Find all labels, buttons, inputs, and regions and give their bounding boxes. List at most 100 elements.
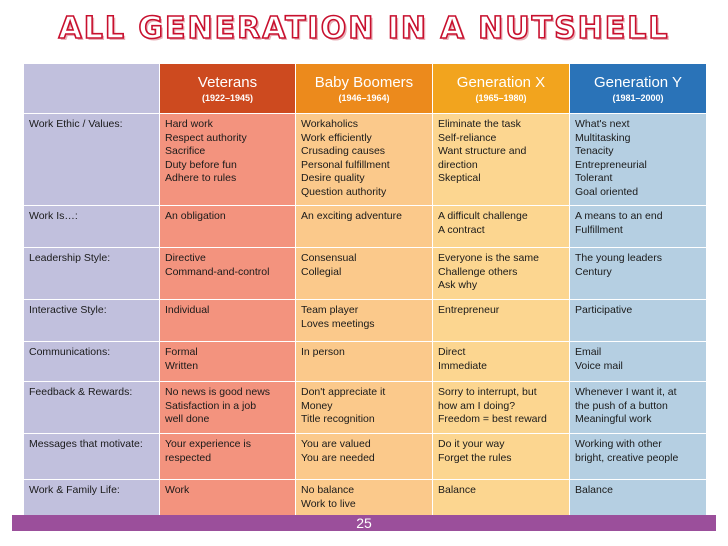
row-label: Interactive Style: — [23, 299, 160, 342]
table-cell: Directive Command-and-control — [159, 247, 296, 300]
cell-line: Work efficiently — [301, 131, 372, 144]
table-cell: A difficult challenge A contract — [432, 205, 570, 248]
table-cell: Direct Immediate — [432, 341, 570, 382]
cell-line: You are valued — [301, 438, 371, 450]
table-cell: An exciting adventure — [295, 205, 433, 248]
row-label: Communications: — [23, 341, 160, 382]
table-row: Leadership Style: Directive Command-and-… — [23, 247, 707, 300]
cell-line: Multitasking — [575, 131, 631, 144]
table-cell: Do it your way Forget the rules — [432, 433, 570, 480]
table-cell: You are valued You are needed — [295, 433, 433, 480]
table-cell: Balance — [432, 479, 570, 516]
cell-line: Challenge others — [438, 265, 518, 278]
cell-line: Sacrifice — [165, 145, 206, 157]
header-baby-boomers: Baby Boomers (1946–1964) — [295, 63, 433, 114]
table-cell: A means to an end Fulfillment — [569, 205, 707, 248]
table-cell: Workaholics Work efficiently Crusading c… — [295, 113, 433, 206]
table-cell: An obligation — [159, 205, 296, 248]
row-label: Work & Family Life: — [23, 479, 160, 516]
cell-line: Formal — [165, 346, 198, 358]
header-generation-y: Generation Y (1981–2000) — [569, 63, 707, 114]
table-cell: Work — [159, 479, 296, 516]
table-cell: No news is good news Satisfaction in a j… — [159, 381, 296, 434]
cell-line: bright, creative people — [575, 451, 679, 464]
header-name: Generation Y — [593, 73, 683, 91]
cell-line: Tolerant — [575, 172, 613, 184]
cell-line: Century — [575, 265, 612, 278]
footer-bar — [12, 515, 716, 531]
table-cell: What's next Multitasking Tenacity Entrep… — [569, 113, 707, 206]
cell-line: Sorry to interrupt, but — [438, 386, 537, 398]
cell-line: Collegial — [301, 265, 342, 278]
cell-line: Ask why — [438, 279, 478, 291]
cell-line: Personal fulfillment — [301, 158, 390, 171]
cell-line: Adhere to rules — [165, 172, 237, 184]
table-cell: Balance — [569, 479, 707, 516]
cell-line: Everyone is the same — [438, 252, 539, 264]
cell-line: Work to live — [301, 497, 356, 510]
table-cell: Whenever I want it, at the push of a but… — [569, 381, 707, 434]
cell-line: Loves meetings — [301, 317, 375, 330]
cell-line: Working with other — [575, 438, 662, 450]
table-cell: In person — [295, 341, 433, 382]
header-years: (1965–1980) — [475, 92, 527, 103]
cell-line: the push of a button — [575, 399, 668, 412]
table-row: Communications: Formal Written In person… — [23, 341, 707, 382]
cell-line: A means to an end — [575, 210, 663, 222]
cell-line: Freedom = best reward — [438, 413, 547, 425]
table-cell: Sorry to interrupt, but how am I doing? … — [432, 381, 570, 434]
cell-line: Direct — [438, 346, 466, 358]
header-years: (1922–1945) — [201, 92, 254, 103]
cell-line: Money — [301, 399, 333, 412]
cell-line: Title recognition — [301, 413, 375, 425]
cell-line: A difficult challenge — [438, 210, 528, 222]
cell-line: Workaholics — [301, 118, 358, 130]
cell-line: Your experience is — [165, 438, 251, 450]
table-cell: Email Voice mail — [569, 341, 707, 382]
cell-line: In person — [301, 346, 345, 358]
table-row: Feedback & Rewards: No news is good news… — [23, 381, 707, 434]
table-cell: Team player Loves meetings — [295, 299, 433, 342]
cell-line: A contract — [438, 223, 485, 236]
cell-line: Balance — [575, 484, 613, 496]
cell-line: Voice mail — [575, 359, 623, 372]
table-cell: Participative — [569, 299, 707, 342]
cell-line: Entrepreneur — [438, 304, 500, 316]
table-cell: Consensual Collegial — [295, 247, 433, 300]
cell-line: Tenacity — [575, 145, 614, 157]
cell-line: Desire quality — [301, 172, 365, 184]
cell-line: Skeptical — [438, 172, 481, 184]
row-label: Work Is…: — [23, 205, 160, 248]
table-cell: Hard work Respect authority Sacrifice Du… — [159, 113, 296, 206]
table-header-row: Veterans (1922–1945) Baby Boomers (1946–… — [23, 63, 707, 114]
table-row: Interactive Style: Individual Team playe… — [23, 299, 707, 342]
cell-line: Consensual — [301, 252, 357, 264]
cell-line: Goal oriented — [575, 185, 639, 198]
cell-line: Balance — [438, 484, 476, 496]
cell-line: The young leaders — [575, 252, 662, 264]
cell-line: Directive — [165, 252, 206, 264]
cell-line: What's next — [575, 118, 630, 130]
table-corner-cell — [23, 63, 160, 114]
cell-line: Crusading causes — [301, 145, 386, 157]
table-cell: Formal Written — [159, 341, 296, 382]
cell-line: Don't appreciate it — [301, 386, 386, 398]
slide-title: ALL GENERATION IN A NUTSHELL — [58, 10, 670, 47]
table-row: Work Ethic / Values: Hard work Respect a… — [23, 113, 707, 206]
row-label: Feedback & Rewards: — [23, 381, 160, 434]
cell-line: Team player — [301, 304, 359, 316]
cell-line: Self-reliance — [438, 131, 497, 144]
cell-line: Command-and-control — [165, 265, 270, 278]
header-name: Veterans — [197, 73, 258, 91]
cell-line: Written — [165, 359, 199, 372]
cell-line: Email — [575, 346, 602, 358]
cell-line: No balance — [301, 484, 355, 496]
table-row: Work Is…: An obligation An exciting adve… — [23, 205, 707, 248]
cell-line: Forget the rules — [438, 451, 512, 464]
row-label: Messages that motivate: — [23, 433, 160, 480]
cell-line: Whenever I want it, at — [575, 386, 677, 398]
cell-line: Want structure and — [438, 145, 527, 157]
table-cell: Your experience is respected — [159, 433, 296, 480]
cell-line: You are needed — [301, 451, 375, 464]
cell-line: direction — [438, 158, 478, 171]
